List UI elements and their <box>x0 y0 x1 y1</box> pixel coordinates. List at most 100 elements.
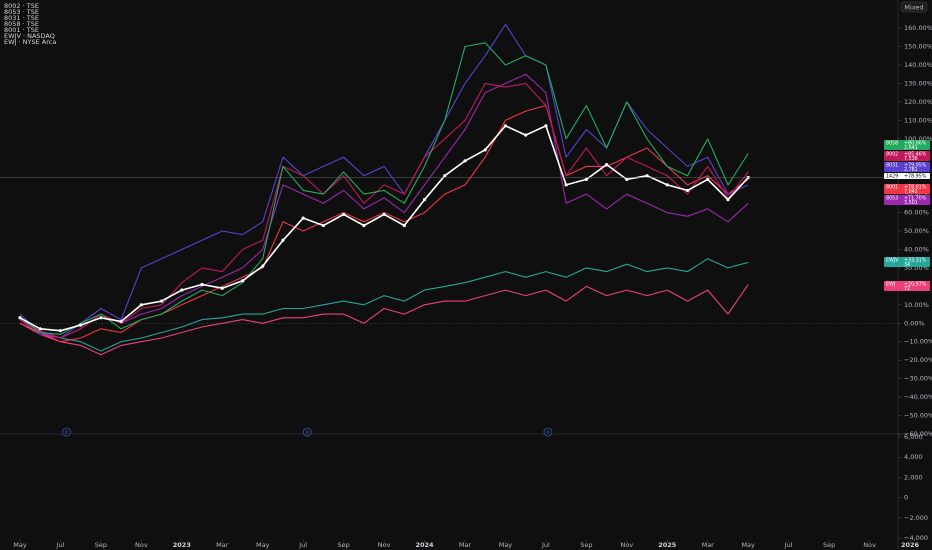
series-point <box>402 223 406 228</box>
series-point <box>18 316 22 320</box>
series-point <box>524 133 528 137</box>
series-point <box>706 177 710 181</box>
series-point <box>483 148 487 152</box>
x-tick-label: Sep <box>580 541 592 549</box>
series-point <box>342 212 346 217</box>
tag-name: 8001 <box>886 185 898 191</box>
series-point <box>261 264 265 268</box>
x-tick-label: Nov <box>620 541 633 549</box>
y-tick-label: −10.00% <box>904 338 932 346</box>
x-tick-label: Nov <box>135 541 148 549</box>
x-tick-label: May <box>256 541 270 549</box>
series-point <box>58 329 63 333</box>
x-tick-label: Sep <box>95 541 107 549</box>
series-point <box>503 124 508 128</box>
y-tick-label: 10.00% <box>904 301 929 309</box>
x-tick-label: May <box>499 541 513 549</box>
y-tick-label: 0.00% <box>904 319 925 327</box>
tag-price: 3,501 <box>904 200 918 206</box>
tag-value: +78.01% <box>904 185 927 191</box>
x-tick-label: May <box>13 541 27 549</box>
series-point <box>584 177 588 181</box>
x-tick-label: Jul <box>56 541 65 549</box>
legend-entry: EWJV · NASDAQ <box>4 32 55 40</box>
y-tick-label: 120.00% <box>904 98 932 106</box>
series-line <box>19 284 749 356</box>
legend-entry: EWJ · NYSE Arca <box>4 38 56 46</box>
series-point <box>625 177 629 181</box>
x-tick-label: Jul <box>784 541 793 549</box>
x-tick-label: Mar <box>459 541 472 549</box>
series-point <box>726 198 730 202</box>
x-tick-label: Mar <box>702 541 715 549</box>
price-tag <box>884 173 930 179</box>
x-tick-label: 2024 <box>415 541 434 549</box>
tag-name: EWJV <box>886 258 899 264</box>
series-point <box>200 282 204 287</box>
tag-value: +33.31% <box>904 258 927 264</box>
tag-value: +78.95% <box>904 174 927 180</box>
scale-mode-button[interactable] <box>900 1 928 13</box>
y-tick-label: 70.00% <box>904 190 929 198</box>
x-tick-label: Nov <box>378 541 391 549</box>
series-point <box>38 327 42 331</box>
series-point <box>220 286 224 290</box>
series-line <box>19 73 749 339</box>
series-point <box>685 188 690 193</box>
x-tick-label: Nov <box>863 541 876 549</box>
legend-entry: 8001 · TSE <box>4 26 39 34</box>
y2-tick-label: 4,000 <box>904 453 923 461</box>
series-point <box>665 183 669 187</box>
series-point <box>422 198 427 202</box>
y-tick-label: 130.00% <box>904 79 932 87</box>
y2-tick-label: −4,000 <box>904 534 928 542</box>
series-point <box>443 174 447 178</box>
y-tick-label: 110.00% <box>904 116 932 124</box>
x-tick-label: 2025 <box>658 541 677 549</box>
y-tick-label: 40.00% <box>904 245 929 253</box>
y2-tick-label: 2,000 <box>904 473 923 481</box>
series-point <box>180 288 184 292</box>
tag-name: 8002 <box>886 152 898 158</box>
tag-name: 8058 <box>886 141 898 147</box>
series-point <box>281 238 285 242</box>
x-tick-label: Sep <box>338 541 350 549</box>
series-line <box>19 82 749 339</box>
y-tick-label: 50.00% <box>904 227 929 235</box>
tag-name: 1429 <box>886 174 898 180</box>
event-marker <box>302 427 312 437</box>
tag-name: 8031 <box>886 163 898 169</box>
tag-price: 34 <box>904 262 910 268</box>
event-marker <box>543 427 553 437</box>
series-point <box>564 183 568 187</box>
series-point <box>362 223 366 228</box>
tag-price: 72 <box>904 286 910 292</box>
scale-mode[interactable]: Mixed <box>904 4 923 12</box>
event-label: D <box>65 430 69 436</box>
y-tick-label: −20.00% <box>904 356 932 364</box>
series-point <box>240 279 245 283</box>
y-tick-label: 140.00% <box>904 61 932 69</box>
series-point <box>645 174 649 178</box>
y-tick-label: 150.00% <box>904 43 932 51</box>
y-tick-label: −30.00% <box>904 375 932 383</box>
series-line <box>19 258 749 352</box>
series-point <box>463 159 467 163</box>
tag-value: +71.70% <box>904 196 927 202</box>
series-point <box>301 216 305 220</box>
series-point <box>604 162 609 167</box>
series-point <box>99 316 103 320</box>
x-tick-label: 2023 <box>173 541 191 549</box>
x-tick-label: Jul <box>541 541 550 549</box>
series-point <box>139 303 143 307</box>
y2-tick-label: 0 <box>904 494 908 502</box>
series-point <box>159 299 164 303</box>
tag-value: +85.46% <box>904 152 927 158</box>
y2-tick-label: 6,000 <box>904 433 923 441</box>
legend-entry: 8031 · TSE <box>4 14 39 22</box>
event-label: D <box>546 430 550 436</box>
